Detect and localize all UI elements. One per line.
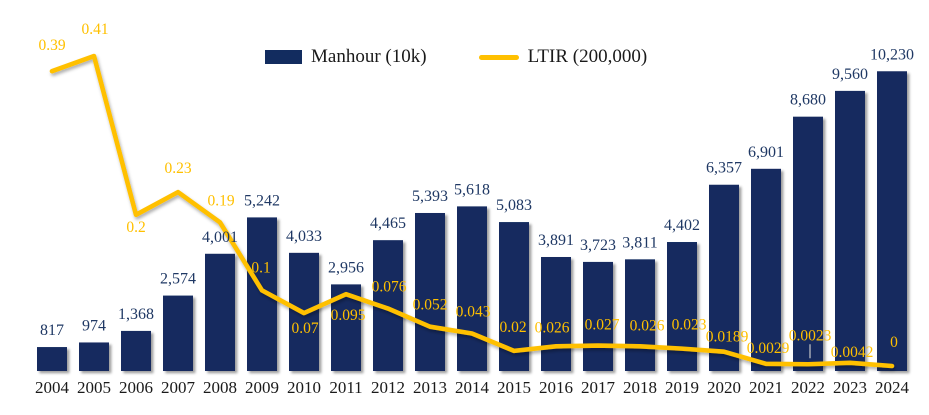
bar-label-2021: 6,901 [748,144,784,161]
bar-2006 [121,330,151,371]
x-axis-label-2013: 2013 [413,378,447,397]
bar-label-2009: 5,242 [244,192,280,209]
ltir-label-2013: 0.052 [413,297,448,314]
bar-2005 [79,342,109,371]
x-axis-label-2019: 2019 [665,378,699,397]
ltir-label-2007: 0.23 [164,160,191,177]
x-axis-label-2005: 2005 [77,378,111,397]
ltir-label-2009: 0.1 [251,259,270,276]
bar-2017 [583,261,613,371]
x-axis-label-2007: 2007 [161,378,196,397]
bar-2007 [163,295,193,371]
ltir-label-2012: 0.076 [372,279,407,296]
bar-label-2020: 6,357 [706,160,742,177]
x-axis-label-2022: 2022 [791,378,825,397]
x-axis-label-2017: 2017 [581,378,616,397]
ltir-line [49,53,895,369]
x-axis-label-2016: 2016 [539,378,573,397]
bar-label-2019: 4,402 [664,217,700,234]
x-axis-label-2011: 2011 [329,378,362,397]
bar-label-2005: 974 [82,317,106,334]
x-axis-label-2014: 2014 [455,378,490,397]
bar-label-2011: 2,956 [328,259,364,276]
bar-label-2017: 3,723 [580,237,616,254]
ltir-label-2011: 0.095 [331,307,366,324]
bar-label-2018: 3,811 [622,234,657,251]
ltir-label-2021: 0.0029 [747,340,790,357]
legend-bar-swatch-icon [265,50,302,64]
x-axis-label-2018: 2018 [623,378,657,397]
bar-2013 [415,212,445,371]
bar-2008 [205,253,235,371]
bar-2014 [457,206,487,371]
ltir-label-2005: 0.41 [81,21,108,38]
x-axis-label-2004: 2004 [35,378,70,397]
x-axis-label-2006: 2006 [119,378,153,397]
bar-label-2008: 4,001 [202,229,238,246]
legend-label-ltir: LTIR (200,000) [527,46,648,67]
line-data-labels: 0.39 0.41 0.2 0.23 0.19 0.1 0.07 0.095 0.076 0.05… [38,21,898,361]
ltir-label-2004: 0.39 [38,37,65,54]
line-series-ltir [49,53,895,369]
bar-2024 [877,71,907,372]
legend-item-ltir: LTIR (200,000) [478,46,648,68]
bar-label-2007: 2,574 [160,271,196,288]
chart-legend: Manhour (10k) LTIR (200,000) [265,46,647,68]
x-axis-labels: 2004 2005 2006 2007 2008 2009 2010 2011 2012 2013… [35,378,910,397]
ltir-label-2019: 0.023 [672,317,707,334]
bar-2023 [835,90,865,371]
x-axis-label-2010: 2010 [287,378,321,397]
legend-label-manhour: Manhour (10k) [311,46,427,67]
ltir-label-2018: 0.026 [630,317,665,334]
ltir-label-2015: 0.02 [499,319,526,336]
bar-label-2023: 9,560 [832,66,868,83]
x-axis-label-2012: 2012 [371,378,405,397]
ltir-label-2017: 0.027 [585,317,620,334]
bar-label-2004: 817 [40,322,64,339]
bar-2021 [751,168,781,371]
ltir-label-2008: 0.19 [207,192,234,209]
bar-2016 [541,256,571,371]
bar-label-2012: 4,465 [370,215,406,232]
x-axis-label-2020: 2020 [707,378,741,397]
ltir-label-2016: 0.026 [535,319,570,336]
bar-2004 [37,347,67,371]
ltir-label-2022: 0.0023 [789,327,832,344]
ltir-label-2024: 0 [890,334,898,351]
ltir-label-2006: 0.2 [126,219,145,236]
bar-label-2014: 5,618 [454,181,490,198]
bar-2020 [709,184,739,371]
bar-label-2013: 5,393 [412,188,448,205]
ltir-label-2020: 0.0189 [706,329,749,346]
x-axis-label-2024: 2024 [875,378,910,397]
bar-label-2016: 3,891 [538,232,574,249]
ltir-label-2010: 0.07 [291,320,318,337]
legend-line-swatch-icon [478,54,519,60]
bar-2022 [793,116,823,372]
bar-label-2022: 8,680 [790,92,826,109]
bar-series-manhour [37,71,907,372]
bar-label-2024: 10,230 [870,46,914,63]
ltir-label-2023: 0.0042 [831,344,874,361]
legend-item-manhour: Manhour (10k) [265,46,427,68]
x-axis-label-2023: 2023 [833,378,867,397]
ltir-label-2014: 0.043 [456,303,491,320]
x-axis-label-2008: 2008 [203,378,237,397]
bar-label-2015: 5,083 [496,197,532,214]
x-axis-label-2021: 2021 [749,378,783,397]
bar-label-2006: 1,368 [118,306,154,323]
x-axis-label-2009: 2009 [245,378,279,397]
bar-data-labels: 817 974 1,368 2,574 4,001 5,242 4,033 2,956 4,46… [40,46,914,339]
bar-label-2010: 4,033 [286,228,322,245]
x-axis-label-2015: 2015 [497,378,531,397]
bar-2018 [625,259,655,371]
